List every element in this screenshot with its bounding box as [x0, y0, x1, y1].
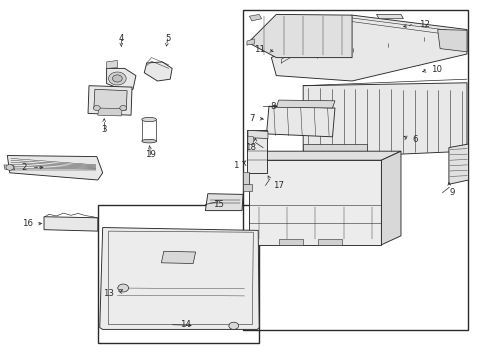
Text: 10: 10 — [430, 65, 441, 74]
Polygon shape — [266, 106, 334, 137]
Polygon shape — [94, 89, 127, 110]
Text: 17: 17 — [272, 181, 283, 190]
Polygon shape — [303, 83, 466, 158]
Bar — [98, 205, 259, 343]
Polygon shape — [448, 144, 468, 184]
Circle shape — [112, 75, 122, 82]
Polygon shape — [7, 156, 102, 180]
Polygon shape — [106, 60, 117, 68]
Polygon shape — [161, 251, 195, 264]
Polygon shape — [144, 62, 172, 81]
Polygon shape — [317, 239, 342, 245]
Text: 5: 5 — [164, 34, 170, 43]
Text: 2: 2 — [21, 163, 27, 172]
Polygon shape — [243, 184, 251, 191]
Polygon shape — [246, 130, 266, 173]
Circle shape — [108, 72, 126, 85]
Circle shape — [6, 165, 14, 170]
Polygon shape — [205, 194, 243, 211]
Polygon shape — [303, 144, 366, 158]
Polygon shape — [88, 86, 132, 115]
Polygon shape — [4, 165, 15, 170]
Polygon shape — [276, 100, 334, 108]
Polygon shape — [100, 228, 259, 329]
Text: 19: 19 — [145, 150, 156, 159]
Text: 11: 11 — [254, 45, 264, 54]
Polygon shape — [243, 172, 249, 184]
Text: 7: 7 — [249, 113, 255, 122]
Polygon shape — [249, 160, 381, 245]
Polygon shape — [246, 14, 351, 58]
Ellipse shape — [142, 117, 156, 122]
Polygon shape — [106, 68, 136, 91]
Polygon shape — [249, 14, 261, 21]
Bar — [243, 10, 468, 330]
Polygon shape — [271, 15, 466, 81]
Text: 6: 6 — [411, 135, 417, 144]
Ellipse shape — [142, 139, 156, 143]
Text: 4: 4 — [118, 34, 124, 43]
Circle shape — [93, 105, 100, 111]
Text: 18: 18 — [244, 143, 255, 152]
Text: 12: 12 — [418, 20, 428, 29]
Polygon shape — [247, 136, 253, 145]
Polygon shape — [278, 239, 303, 245]
Text: 15: 15 — [212, 200, 223, 209]
Polygon shape — [249, 151, 400, 160]
Text: 1: 1 — [233, 161, 238, 170]
Polygon shape — [376, 14, 403, 19]
Polygon shape — [246, 39, 254, 45]
Text: 13: 13 — [103, 289, 114, 298]
Polygon shape — [437, 30, 466, 52]
Polygon shape — [381, 151, 400, 245]
Circle shape — [120, 105, 126, 111]
Polygon shape — [98, 108, 122, 116]
Text: 16: 16 — [22, 219, 33, 228]
Text: 14: 14 — [180, 320, 190, 329]
Text: 8: 8 — [269, 102, 275, 111]
Circle shape — [118, 284, 128, 292]
Circle shape — [228, 322, 238, 329]
Text: 9: 9 — [449, 188, 454, 197]
Polygon shape — [44, 217, 98, 231]
Polygon shape — [247, 130, 267, 139]
Text: 3: 3 — [101, 125, 107, 134]
